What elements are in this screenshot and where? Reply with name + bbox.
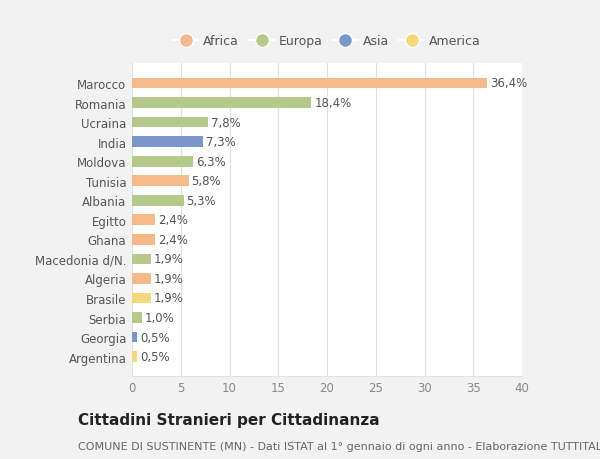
Text: 0,5%: 0,5% xyxy=(140,350,169,364)
Text: 18,4%: 18,4% xyxy=(314,97,352,110)
Text: Cittadini Stranieri per Cittadinanza: Cittadini Stranieri per Cittadinanza xyxy=(78,413,380,428)
Text: 0,5%: 0,5% xyxy=(140,331,169,344)
Bar xyxy=(132,293,151,304)
Bar xyxy=(132,196,184,206)
Bar xyxy=(132,352,137,362)
Text: 1,9%: 1,9% xyxy=(154,253,184,266)
Text: 7,3%: 7,3% xyxy=(206,136,236,149)
Text: 5,8%: 5,8% xyxy=(191,175,221,188)
Bar xyxy=(132,274,151,284)
Bar xyxy=(132,157,193,167)
Text: 7,8%: 7,8% xyxy=(211,116,241,129)
Bar xyxy=(132,118,208,128)
Bar xyxy=(132,176,188,187)
Bar xyxy=(132,215,155,226)
Text: 1,9%: 1,9% xyxy=(154,272,184,285)
Text: COMUNE DI SUSTINENTE (MN) - Dati ISTAT al 1° gennaio di ogni anno - Elaborazione: COMUNE DI SUSTINENTE (MN) - Dati ISTAT a… xyxy=(78,441,600,451)
Bar xyxy=(132,313,142,323)
Legend: Africa, Europa, Asia, America: Africa, Europa, Asia, America xyxy=(168,30,486,53)
Text: 2,4%: 2,4% xyxy=(158,214,188,227)
Text: 5,3%: 5,3% xyxy=(187,194,216,207)
Bar xyxy=(132,254,151,265)
Bar xyxy=(132,235,155,245)
Bar xyxy=(132,137,203,148)
Bar xyxy=(132,98,311,109)
Text: 36,4%: 36,4% xyxy=(490,77,527,90)
Text: 1,0%: 1,0% xyxy=(145,311,175,325)
Text: 2,4%: 2,4% xyxy=(158,233,188,246)
Text: 1,9%: 1,9% xyxy=(154,292,184,305)
Bar xyxy=(132,332,137,343)
Bar xyxy=(132,78,487,89)
Text: 6,3%: 6,3% xyxy=(196,155,226,168)
